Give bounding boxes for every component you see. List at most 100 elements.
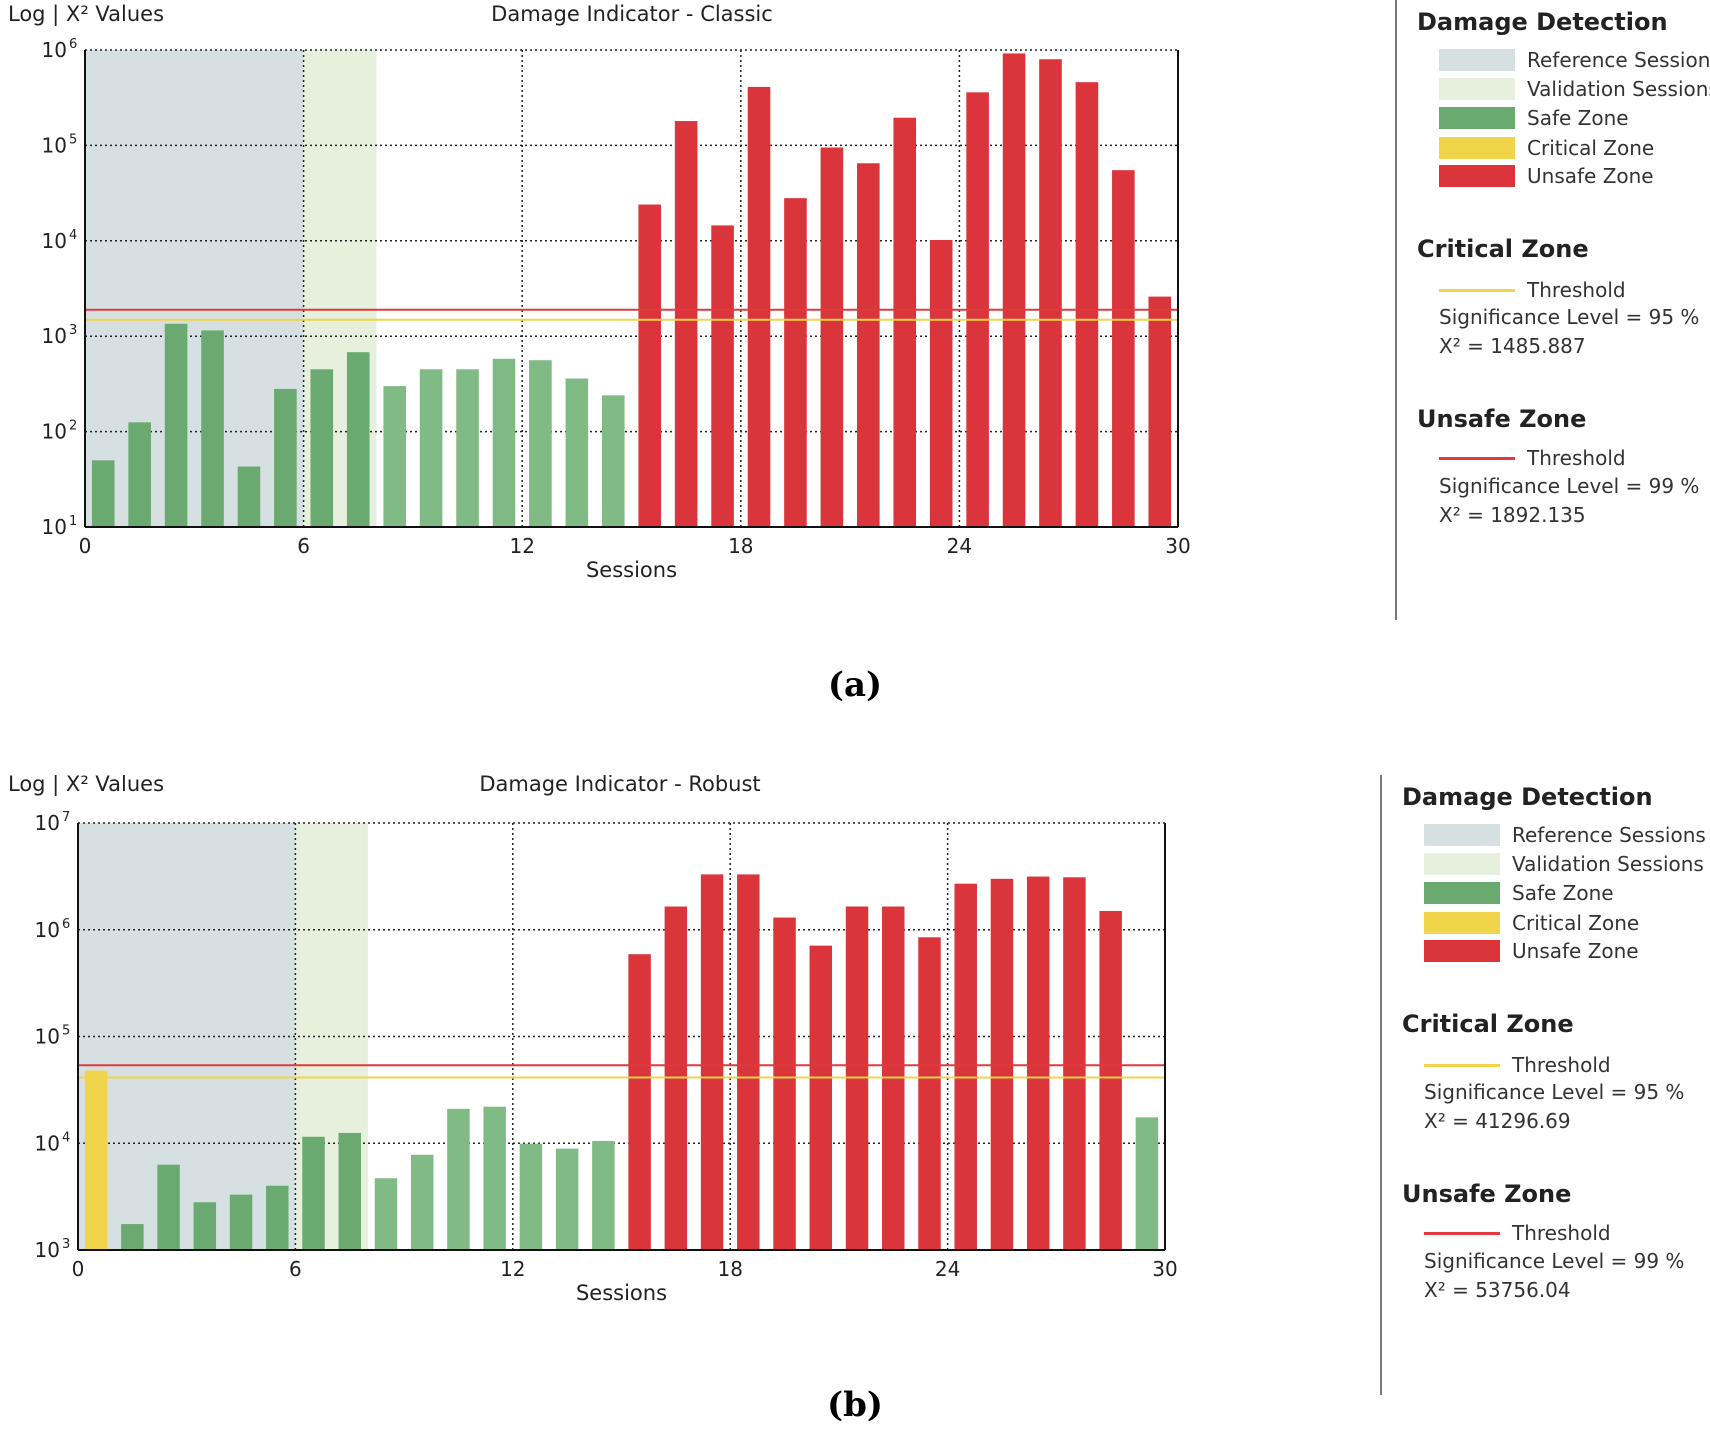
unsafe-swatch <box>1424 940 1500 962</box>
bar-session-28 <box>1075 82 1099 527</box>
bar-session-13 <box>519 1143 543 1250</box>
bar-session-3 <box>157 1164 180 1250</box>
legend-robust: Damage Detection Reference Sessions Vali… <box>1380 775 1706 1395</box>
x-tick-label: 6 <box>297 534 310 558</box>
bar-session-27 <box>1039 59 1062 528</box>
y-tick-exponent: 6 <box>62 917 70 932</box>
bar-session-15 <box>601 395 625 527</box>
unsafe-chi-value: X² = 1892.135 <box>1439 503 1586 527</box>
y-tick-label: 10 <box>42 515 67 539</box>
bar-session-23 <box>893 117 917 527</box>
y-axis-title: Log | X² Values <box>8 775 164 797</box>
unsafe-significance: Significance Level = 99 % <box>1439 474 1700 498</box>
safe-swatch <box>1439 107 1515 129</box>
bar-session-2 <box>121 1224 144 1250</box>
unsafe-swatch <box>1439 165 1515 187</box>
y-tick-exponent: 5 <box>62 1024 70 1039</box>
bar-session-7 <box>302 1136 325 1250</box>
y-tick-label: 10 <box>42 229 67 253</box>
bar-session-16 <box>638 204 662 528</box>
bar-session-4 <box>193 1202 217 1250</box>
bar-session-11 <box>456 369 479 527</box>
critical-swatch <box>1439 137 1515 159</box>
bar-session-16 <box>628 954 651 1250</box>
y-axis-title: Log | X² Values <box>8 2 164 27</box>
critical-zone-heading: Critical Zone <box>1402 1010 1574 1038</box>
bar-session-6 <box>274 388 297 527</box>
y-tick-exponent: 7 <box>62 810 70 825</box>
critical-zone-heading: Critical Zone <box>1417 235 1589 263</box>
reference-region <box>85 50 304 527</box>
bar-session-5 <box>237 466 261 527</box>
reference-swatch <box>1424 824 1500 846</box>
panel-classic: 0 6 12 18 24 30 10 1 10 2 10 3 10 4 10 5 10 6 Log | X² Val… <box>0 0 1710 705</box>
bar-session-24 <box>918 937 941 1250</box>
y-tick-exponent: 2 <box>69 419 77 434</box>
panel-label-a: (a) <box>827 665 883 705</box>
legend-label: Reference Sessions <box>1512 823 1706 847</box>
y-tick-label: 10 <box>42 420 67 444</box>
bar-session-29 <box>1112 170 1135 527</box>
bar-session-1 <box>91 460 115 527</box>
legend-label: Validation Sessions <box>1512 852 1704 876</box>
threshold-label: Threshold <box>1512 1221 1611 1245</box>
bar-session-20 <box>773 917 796 1250</box>
chart-title: Damage Indicator - Classic <box>491 2 773 26</box>
unsafe-threshold-line <box>1439 457 1515 460</box>
reference-region <box>78 823 296 1250</box>
bar-session-26 <box>1002 53 1026 527</box>
legend-classic: Damage Detection Reference Sessions Vali… <box>1395 0 1710 620</box>
reference-swatch <box>1439 49 1515 71</box>
safe-swatch <box>1424 882 1500 904</box>
y-tick-exponent: 5 <box>69 132 77 147</box>
bar-session-25 <box>954 883 977 1250</box>
threshold-label: Threshold <box>1527 278 1626 302</box>
bar-session-21 <box>809 945 833 1250</box>
x-axis-title: Sessions <box>576 1281 667 1305</box>
y-tick-label: 10 <box>35 918 60 942</box>
y-tick-exponent: 4 <box>62 1130 70 1145</box>
threshold-label: Threshold <box>1512 1053 1611 1077</box>
bar-session-12 <box>492 358 516 527</box>
bar-session-2 <box>128 422 151 527</box>
y-tick-label: 10 <box>42 324 67 348</box>
bar-session-3 <box>164 323 188 527</box>
bar-session-21 <box>820 147 844 528</box>
legend-label: Safe Zone <box>1512 881 1614 905</box>
bar-session-29 <box>1099 910 1122 1250</box>
legend-label: Critical Zone <box>1527 136 1655 160</box>
y-tick-label: 10 <box>35 1131 60 1155</box>
legend-label: Safe Zone <box>1527 106 1629 130</box>
panel-label-b: (b) <box>827 1385 883 1425</box>
legend-heading: Damage Detection <box>1417 8 1668 36</box>
bar-session-14 <box>555 1148 579 1250</box>
legend-label: Reference Sessions <box>1527 48 1710 72</box>
bar-session-10 <box>410 1154 434 1250</box>
y-tick-label: 10 <box>35 1238 60 1262</box>
x-tick-label: 18 <box>728 534 753 558</box>
x-tick-label: 0 <box>72 1257 85 1281</box>
critical-threshold-line <box>1424 1064 1500 1067</box>
critical-chi-value: X² = 41296.69 <box>1424 1109 1571 1133</box>
bar-session-17 <box>674 121 698 528</box>
bar-session-19 <box>737 874 760 1250</box>
y-tick-label: 10 <box>42 38 67 62</box>
critical-chi-value: X² = 1485.887 <box>1439 334 1586 358</box>
bar-session-10 <box>419 369 443 527</box>
bar-session-8 <box>346 352 370 527</box>
y-tick-exponent: 6 <box>69 37 77 52</box>
x-tick-label: 30 <box>1165 534 1190 558</box>
bar-session-6 <box>266 1185 289 1250</box>
validation-swatch <box>1439 78 1515 100</box>
bar-session-15 <box>592 1140 615 1250</box>
x-tick-label: 12 <box>500 1257 525 1281</box>
bar-session-9 <box>374 1178 398 1250</box>
bar-session-22 <box>857 163 880 528</box>
bar-session-7 <box>310 369 334 527</box>
x-tick-label: 6 <box>289 1257 302 1281</box>
x-tick-label: 18 <box>717 1257 742 1281</box>
legend-label: Unsafe Zone <box>1527 164 1654 188</box>
bar-session-19 <box>747 86 771 527</box>
